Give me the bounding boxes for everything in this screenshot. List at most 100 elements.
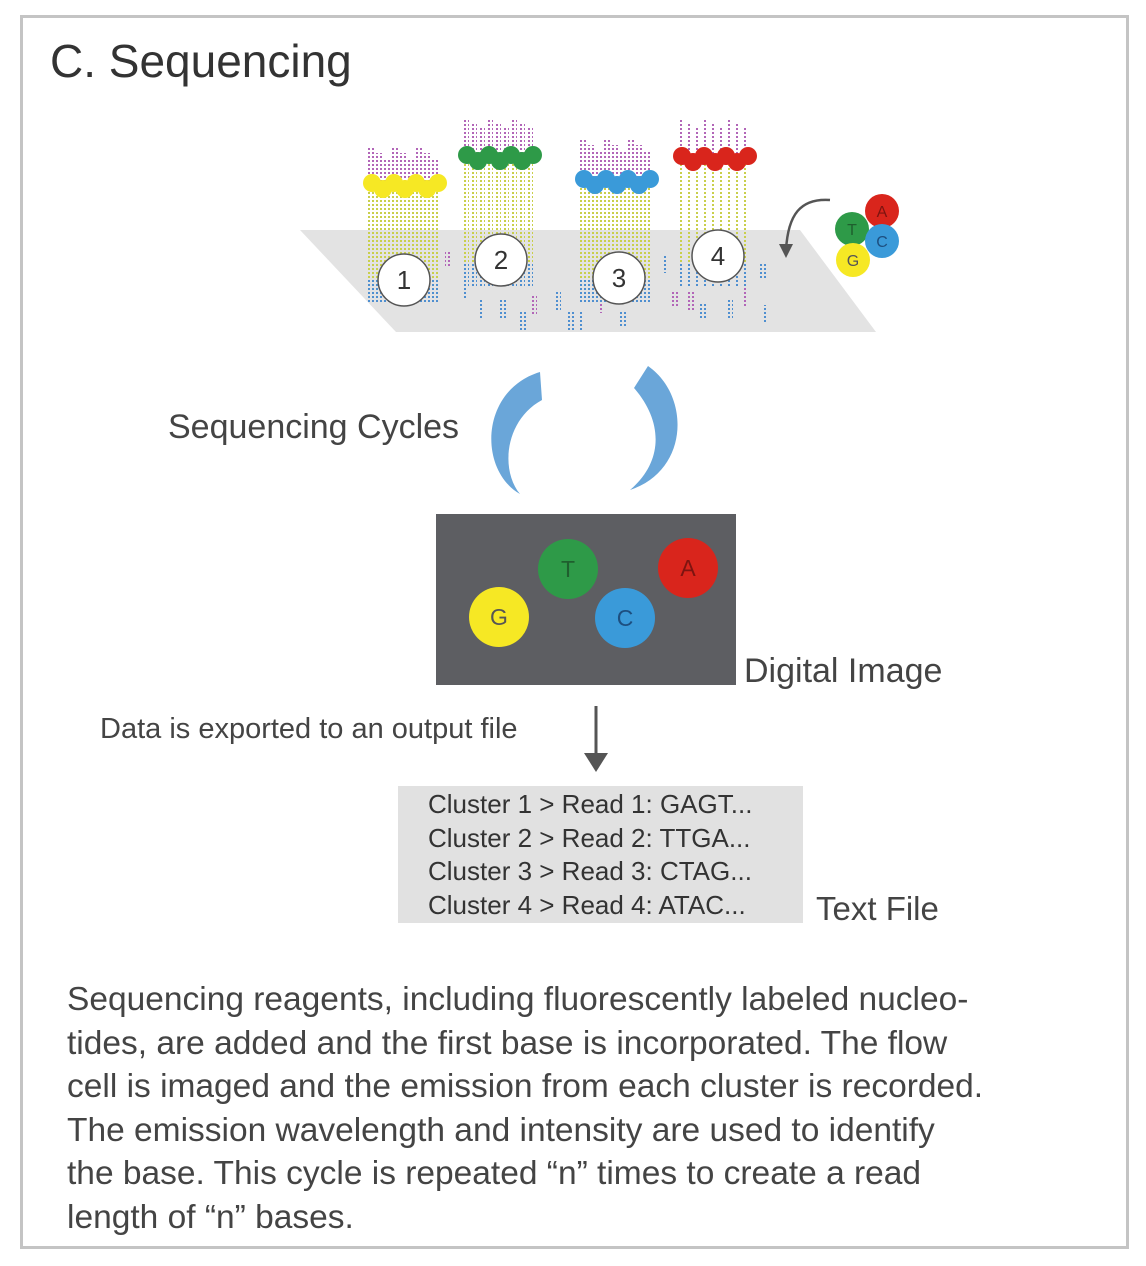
strand-main bbox=[400, 188, 406, 280]
strand-top bbox=[527, 128, 533, 160]
strand-top bbox=[628, 140, 634, 172]
strand-main bbox=[384, 188, 390, 280]
reagent-arrow bbox=[784, 198, 831, 251]
strand-main bbox=[527, 158, 533, 265]
dna-fragment bbox=[520, 312, 526, 330]
strand-bottom bbox=[463, 263, 469, 287]
strand-top bbox=[694, 128, 700, 160]
strand-top bbox=[612, 145, 618, 177]
strand-top bbox=[392, 148, 398, 180]
strand-bottom bbox=[694, 263, 700, 287]
nucleotide-letter: G bbox=[847, 253, 859, 270]
strand-main bbox=[694, 158, 700, 265]
strand-main bbox=[416, 188, 422, 280]
strand-bottom bbox=[376, 278, 382, 302]
strand-top bbox=[384, 158, 390, 190]
strand-main bbox=[742, 158, 748, 265]
file-line: Cluster 1 > Read 1: GAGT... bbox=[428, 789, 753, 819]
strand-main bbox=[718, 158, 724, 265]
strand-top bbox=[408, 158, 414, 190]
strand-main bbox=[596, 180, 602, 280]
dna-fragment bbox=[478, 300, 484, 318]
export-label: Data is exported to an output file bbox=[100, 713, 518, 745]
incorporated-base bbox=[641, 170, 659, 188]
file-line: Cluster 3 > Read 3: CTAG... bbox=[428, 856, 752, 886]
dna-fragment bbox=[578, 312, 584, 330]
strand-main bbox=[628, 180, 634, 280]
digital-dot-a: A bbox=[658, 538, 718, 598]
cycle-arrow-left bbox=[491, 372, 542, 494]
description-line: cell is imaged and the emission from eac… bbox=[67, 1068, 984, 1105]
incorporated-base bbox=[739, 147, 757, 165]
description-line: tides, are added and the first base is i… bbox=[67, 1024, 948, 1062]
strand-top bbox=[702, 118, 708, 150]
strand-bottom bbox=[678, 263, 684, 287]
digital-image-box: G T C A bbox=[436, 514, 736, 685]
cluster-marker bbox=[474, 233, 528, 287]
digital-dot-t: T bbox=[538, 539, 598, 599]
cluster-number: 4 bbox=[711, 241, 725, 271]
strand-top bbox=[726, 118, 732, 150]
dna-fragment bbox=[760, 262, 766, 280]
text-file-label: Text File bbox=[816, 890, 939, 927]
text-file-box: Cluster 1 > Read 1: GAGT... Cluster 2 > … bbox=[398, 786, 803, 923]
strand-top bbox=[742, 128, 748, 160]
strand-top bbox=[424, 153, 430, 185]
nucleotide-c bbox=[865, 224, 899, 258]
dna-fragment bbox=[445, 250, 451, 268]
dna-fragment bbox=[700, 302, 706, 320]
nucleotide-g bbox=[836, 243, 870, 277]
strand-main bbox=[678, 158, 684, 265]
figure-frame bbox=[20, 15, 1129, 1249]
digital-dot-g: G bbox=[469, 587, 529, 647]
strand-main bbox=[710, 158, 716, 265]
nucleotide-letter: A bbox=[877, 204, 888, 221]
strand-main bbox=[479, 158, 485, 265]
strand-top bbox=[400, 153, 406, 185]
cycle-arrow-right bbox=[630, 366, 678, 490]
dna-fragment bbox=[568, 312, 574, 330]
strand-top bbox=[416, 148, 422, 180]
nucleotide-a bbox=[865, 194, 899, 228]
nucleotide-bunch: A T CG bbox=[835, 194, 899, 277]
sequencing-cycles-label: Sequencing Cycles bbox=[168, 408, 460, 446]
dna-fragment bbox=[672, 290, 678, 308]
strand-main bbox=[432, 188, 438, 280]
strand-top bbox=[495, 123, 501, 155]
strand-top bbox=[644, 150, 650, 182]
strand-main bbox=[511, 158, 517, 265]
strand-top bbox=[519, 123, 525, 155]
digital-dot-c: C bbox=[595, 588, 655, 648]
strand-top bbox=[376, 153, 382, 185]
description-line: Sequencing reagents, including fluoresce… bbox=[67, 981, 969, 1018]
strand-main bbox=[612, 180, 618, 280]
strand-main bbox=[588, 180, 594, 280]
strand-main bbox=[604, 180, 610, 280]
strand-main bbox=[495, 158, 501, 265]
dna-fragment bbox=[531, 296, 537, 314]
strand-top bbox=[580, 140, 586, 172]
strand-main bbox=[376, 188, 382, 280]
dna-fragment bbox=[742, 288, 748, 306]
dna-fragment bbox=[500, 300, 506, 318]
dna-fragment bbox=[462, 280, 468, 298]
nucleotide-t bbox=[835, 212, 869, 246]
strand-main bbox=[580, 180, 586, 280]
strand-top bbox=[734, 123, 740, 155]
strand-top bbox=[710, 123, 716, 155]
strand-top bbox=[596, 150, 602, 182]
cluster-marker bbox=[592, 251, 646, 305]
strand-main bbox=[487, 158, 493, 265]
strand-main bbox=[726, 158, 732, 265]
cluster-labels: 1 2 3 4 bbox=[377, 229, 745, 307]
strand-top bbox=[487, 118, 493, 150]
strand-bottom bbox=[588, 278, 594, 302]
strand-top bbox=[636, 145, 642, 177]
strand-main bbox=[644, 180, 650, 280]
nucleotide-letter: T bbox=[847, 222, 857, 239]
strand-main bbox=[503, 158, 509, 265]
strand-top bbox=[368, 148, 374, 180]
strand-top bbox=[503, 128, 509, 160]
strand-main bbox=[408, 188, 414, 280]
